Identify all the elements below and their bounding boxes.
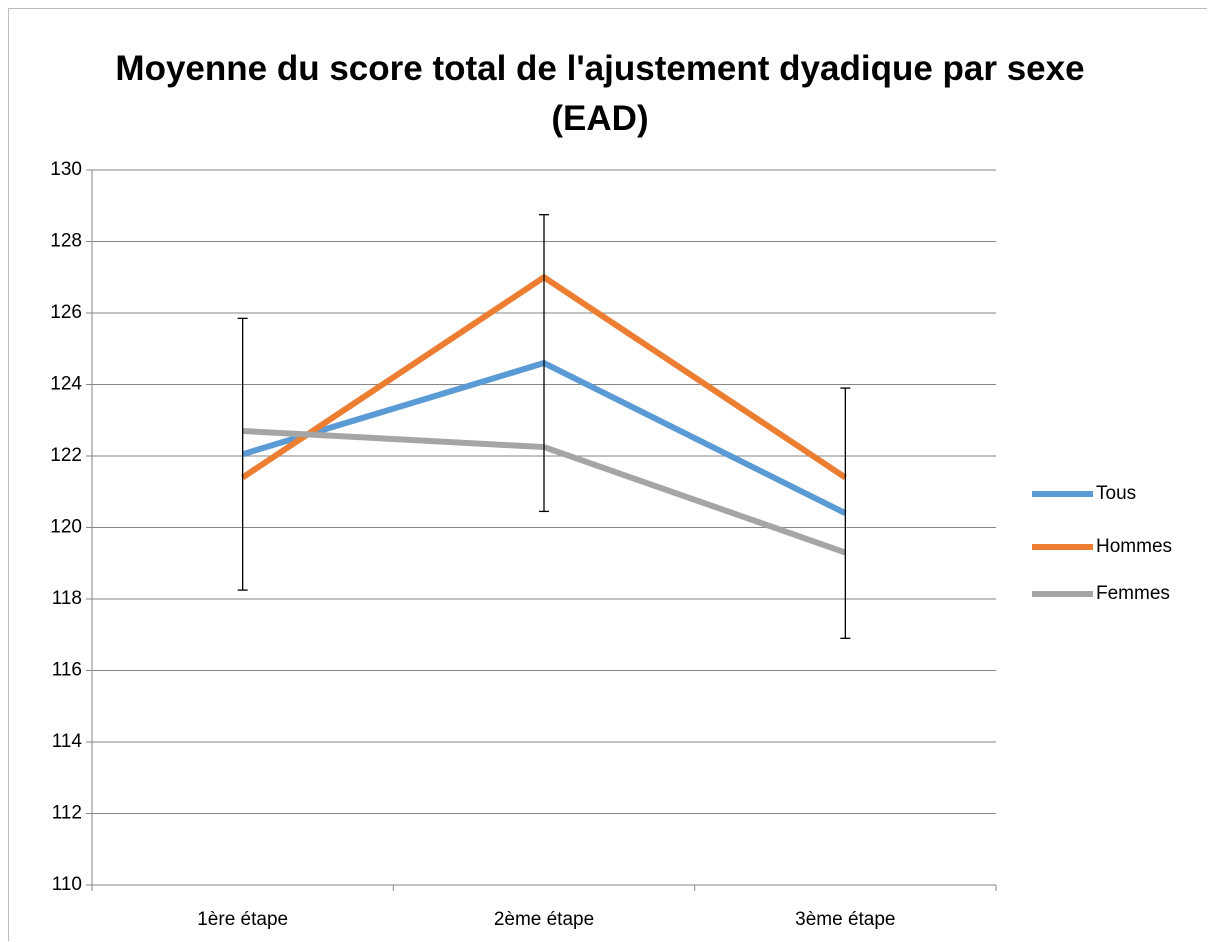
y-tick-label: 118 bbox=[52, 588, 82, 609]
y-tick-label: 130 bbox=[50, 159, 82, 180]
y-tick-label: 124 bbox=[50, 374, 82, 395]
y-tick-label: 116 bbox=[52, 660, 82, 681]
chart-title: Moyenne du score total de l'ajustement d… bbox=[115, 49, 1085, 138]
chart-frame bbox=[8, 8, 1207, 941]
x-tick-label: 3ème étape bbox=[795, 909, 895, 930]
error-bar bbox=[237, 317, 248, 591]
y-tick-label: 114 bbox=[52, 731, 83, 752]
legend-label: Tous bbox=[1096, 483, 1136, 504]
error-bar bbox=[840, 387, 851, 639]
y-tick-label: 126 bbox=[50, 302, 82, 323]
legend-label: Hommes bbox=[1096, 536, 1172, 557]
error-bar bbox=[539, 214, 549, 513]
y-tick-label: 120 bbox=[50, 517, 82, 538]
x-tick-label: 2ème étape bbox=[494, 909, 594, 930]
y-tick-label: 128 bbox=[50, 231, 82, 252]
y-tick-label: 110 bbox=[52, 874, 82, 895]
y-tick-label: 122 bbox=[50, 445, 82, 466]
x-tick-label: 1ère étape bbox=[197, 909, 288, 930]
y-tick-label: 112 bbox=[52, 803, 82, 824]
legend-label: Femmes bbox=[1096, 583, 1170, 604]
